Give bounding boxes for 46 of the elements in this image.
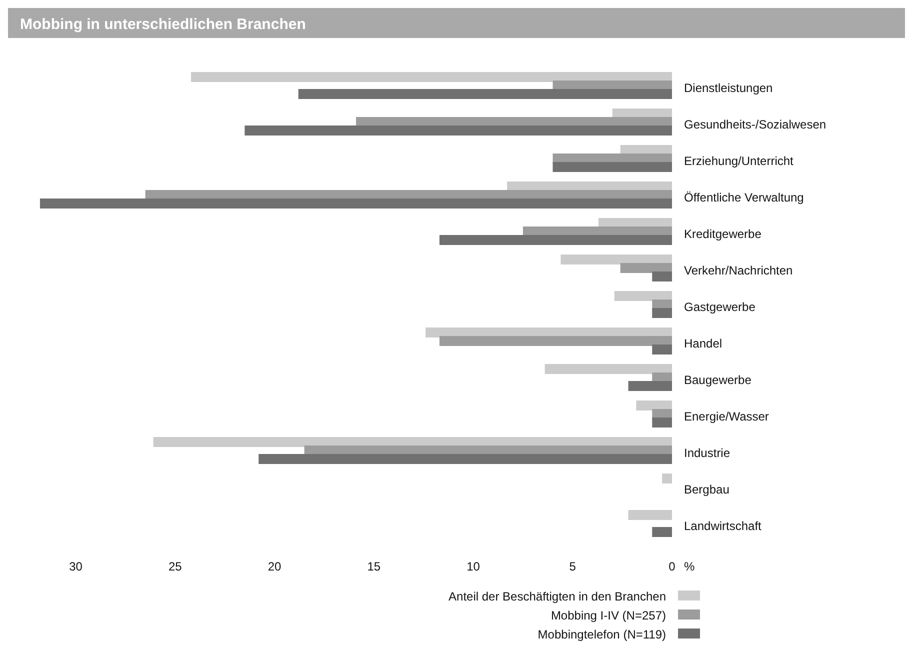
y-tick-label: Dienstleistungen xyxy=(684,81,773,96)
bar xyxy=(628,381,672,391)
y-tick-label: Handel xyxy=(684,336,722,351)
x-tick-label: 30 xyxy=(69,560,83,574)
bar xyxy=(552,162,672,172)
bar xyxy=(652,272,672,282)
y-tick-label: Landwirtschaft xyxy=(684,519,762,534)
bar xyxy=(258,454,672,464)
bar xyxy=(614,291,672,301)
y-tick-label: Verkehr/Nachrichten xyxy=(684,264,793,278)
x-tick-label: 0 xyxy=(668,560,676,574)
legend-label: Mobbingtelefon (N=119) xyxy=(538,628,666,642)
bar xyxy=(652,308,672,318)
y-tick-label: Gastgewerbe xyxy=(684,300,756,314)
y-tick-label: Öffentliche Verwaltung xyxy=(684,190,804,205)
x-tick-label: 25 xyxy=(168,560,182,574)
y-tick-label: Energie/Wasser xyxy=(684,410,769,424)
bar xyxy=(652,527,672,537)
bar xyxy=(652,418,672,428)
y-tick-label: Kreditgewerbe xyxy=(684,227,762,242)
bar xyxy=(298,89,672,99)
bar xyxy=(662,474,672,484)
x-tick-label: 15 xyxy=(367,560,381,574)
bar xyxy=(439,336,672,346)
y-tick-label: Baugewerbe xyxy=(684,373,752,388)
y-tick-label: Bergbau xyxy=(684,482,730,497)
bar xyxy=(544,364,672,374)
legend-label: Mobbing I-IV (N=257) xyxy=(550,608,666,622)
bar xyxy=(560,254,672,264)
bar xyxy=(652,344,672,354)
bar xyxy=(636,400,672,410)
bar xyxy=(244,126,672,136)
x-tick-label: 5 xyxy=(569,560,576,574)
x-tick-label: 20 xyxy=(268,560,282,574)
x-axis-title: % xyxy=(684,560,695,574)
legend-label: Anteil der Beschäftigten in den Branchen xyxy=(448,590,666,604)
bar xyxy=(628,510,672,520)
bar xyxy=(40,198,672,208)
bar xyxy=(439,235,672,245)
chart-title: Mobbing in unterschiedlichen Branchen xyxy=(20,16,306,33)
bar xyxy=(191,72,672,82)
y-tick-label: Industrie xyxy=(684,446,730,460)
x-tick-label: 10 xyxy=(466,560,480,574)
y-tick-label: Erziehung/Unterricht xyxy=(684,154,794,168)
y-tick-label: Gesundheits-/Sozialwesen xyxy=(684,118,826,132)
bar xyxy=(620,263,672,273)
